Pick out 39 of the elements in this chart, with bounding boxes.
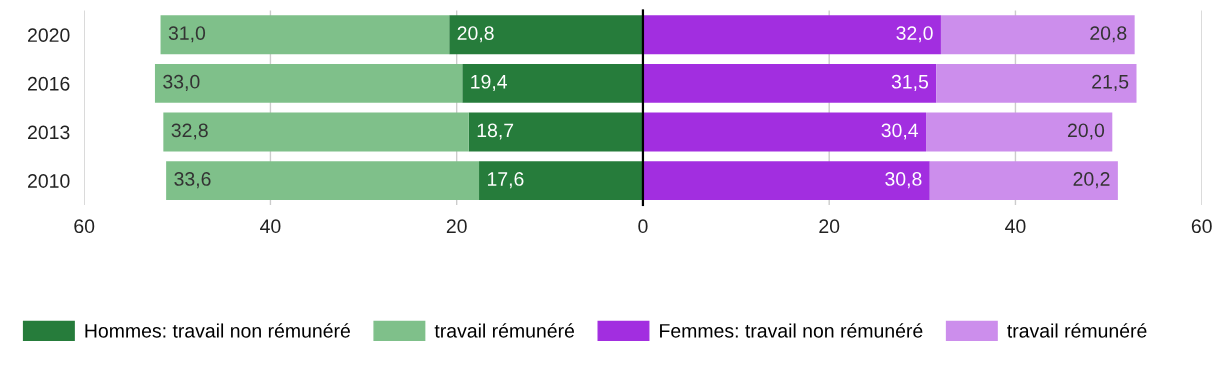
data-label: 30,4 — [881, 123, 919, 140]
data-label: 30,8 — [885, 172, 922, 189]
x-tick-label: 20 — [446, 219, 467, 234]
y-tick-label: 2013 — [28, 125, 70, 140]
bar — [163, 112, 469, 152]
data-label: 31,0 — [168, 26, 206, 43]
data-label: 18,7 — [477, 123, 514, 140]
data-label: 33,6 — [174, 172, 211, 189]
data-label: 21,5 — [1092, 74, 1129, 91]
x-tick-label: 40 — [1005, 219, 1026, 234]
bar — [160, 15, 450, 55]
bar — [154, 63, 463, 103]
legend-label: Femmes: travail non rémunéré — [660, 323, 923, 338]
y-tick-label: 2010 — [28, 174, 70, 188]
bar — [166, 161, 480, 201]
data-label: 20,0 — [1067, 123, 1105, 140]
bar — [926, 112, 1113, 152]
x-tick-label: 60 — [1191, 219, 1212, 234]
y-tick-label: 2020 — [28, 28, 70, 43]
legend-label: travail rémunéré — [434, 323, 575, 338]
data-label: 32,8 — [171, 123, 208, 140]
x-tick-label: 60 — [74, 219, 95, 234]
bar — [936, 63, 1137, 103]
data-label: 32,0 — [896, 26, 933, 43]
x-tick-label: 20 — [819, 219, 840, 234]
data-label: 33,0 — [163, 74, 200, 91]
data-label: 20,8 — [1090, 26, 1127, 43]
x-tick-label: 0 — [638, 219, 648, 234]
data-label: 20,2 — [1073, 172, 1110, 189]
bar — [929, 161, 1118, 201]
x-tick-label: 40 — [260, 219, 281, 234]
legend-label: travail rémunéré — [1007, 323, 1147, 338]
data-label: 17,6 — [487, 172, 524, 189]
bar — [940, 15, 1135, 55]
y-tick-label: 2016 — [28, 76, 70, 91]
data-label: 19,4 — [471, 74, 507, 91]
legend-label: Hommes: travail non rémunéré — [85, 323, 350, 338]
data-label: 20,8 — [457, 26, 494, 43]
data-label: 31,5 — [891, 74, 929, 91]
